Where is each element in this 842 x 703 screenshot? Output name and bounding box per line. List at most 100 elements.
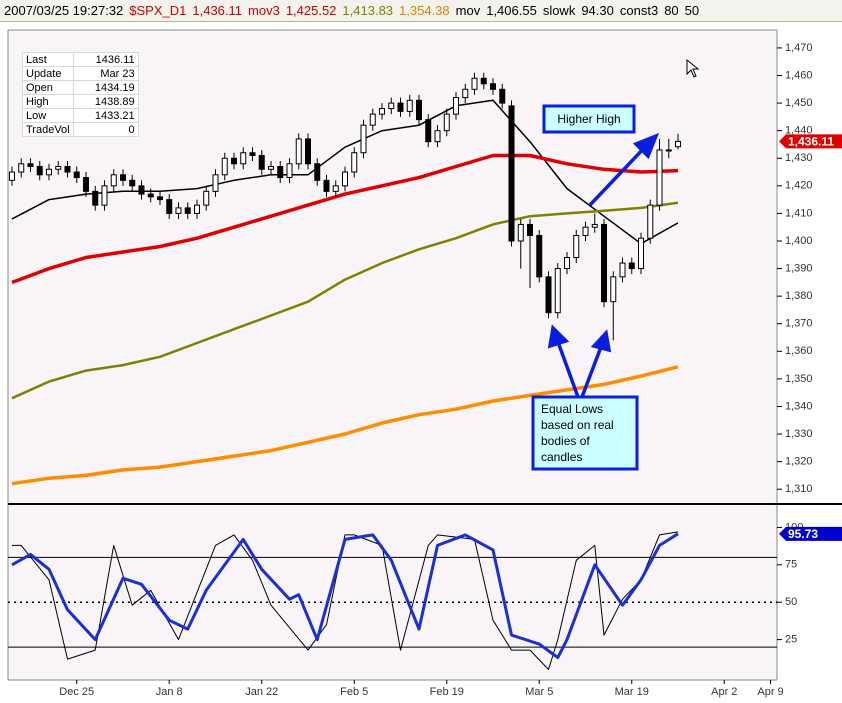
candle-body [425, 119, 432, 143]
layers: 1,310 1,320 1,330 1,340 1,350 1,360 1,370 1,380… [8, 42, 842, 698]
annotation-box [531, 395, 639, 471]
candle-body [230, 157, 237, 165]
x-tick-label: Mar 5 [525, 686, 553, 698]
header-text: mov [455, 3, 481, 18]
badge-label: 95.73 [788, 527, 818, 541]
candle-body [351, 152, 358, 173]
candle-body [527, 223, 534, 236]
candle-body [18, 163, 25, 173]
badge-shape [779, 134, 842, 149]
value-badge: 1,436.11 [779, 134, 842, 149]
header-text: 1,413.83 [342, 3, 394, 18]
candle-body [406, 99, 413, 112]
annotation-arrows [547, 132, 660, 398]
info-row: Open 1434.19 [22, 80, 139, 95]
y-tick-label: 25 [785, 634, 797, 646]
candle-body [8, 171, 15, 181]
candle-body [443, 113, 450, 132]
y-tick-label: 1,440 [785, 125, 813, 137]
candle-body [332, 185, 339, 192]
candle-body [323, 179, 330, 192]
candle-body [582, 226, 589, 236]
info-label: Low [22, 108, 74, 123]
y-tick-label: 1,370 [785, 318, 813, 330]
x-tick-label: Dec 25 [59, 686, 94, 698]
header-text: 94.30 [581, 3, 614, 18]
candle-body [480, 77, 487, 85]
y-tick-label: 1,390 [785, 262, 813, 274]
candle-body [499, 88, 506, 104]
candle-body [129, 179, 136, 187]
candle-body [675, 140, 682, 148]
arrow [556, 341, 580, 398]
x-tick-label: Apr 2 [711, 686, 737, 698]
candle-body [92, 190, 99, 206]
candle-body [203, 190, 210, 206]
candle-body [184, 207, 191, 214]
header-text: $SPX_D1 [129, 3, 187, 18]
candle-body [554, 268, 561, 314]
candle-body [564, 257, 571, 270]
candle-body [45, 168, 52, 176]
candle-body [462, 88, 469, 99]
x-tick-label: Jan 8 [156, 686, 183, 698]
info-value: Mar 23 [72, 66, 139, 81]
x-tick-label: Feb 19 [430, 686, 464, 698]
candle-body [277, 166, 284, 179]
annotation-text: based on real [541, 418, 614, 432]
x-tick-label: Jan 22 [245, 686, 278, 698]
arrow [580, 346, 603, 398]
info-row: Last 1436.11 [22, 52, 139, 67]
candle-body [610, 276, 617, 303]
y-tick-label: 1,380 [785, 290, 813, 302]
candle-body [388, 102, 395, 110]
info-row: Low 1433.21 [22, 108, 139, 123]
candle-body [314, 163, 321, 181]
candle-body [517, 223, 524, 242]
y-tick-label: 1,400 [785, 235, 813, 247]
candle-body [258, 154, 265, 170]
badge-label: 1,436.11 [788, 135, 834, 149]
candle-body [369, 113, 376, 126]
y-tick-label: 1,410 [785, 207, 813, 219]
arrow-head [547, 324, 570, 349]
candle-body [55, 166, 62, 170]
info-value: 1434.19 [72, 80, 139, 95]
line [11, 153, 679, 285]
candle-body [341, 171, 348, 187]
y-tick-label: 1,420 [785, 180, 813, 192]
candle-body [379, 108, 386, 115]
candle-body [212, 174, 219, 192]
candle-body [545, 276, 552, 314]
candle-body [453, 97, 460, 115]
candle-body [638, 237, 645, 270]
line [11, 365, 679, 486]
candle-body [73, 171, 80, 179]
candle-body [591, 223, 598, 228]
info-row: High 1438.89 [22, 94, 139, 109]
candle-body [193, 204, 200, 214]
x-tick-label: Feb 5 [340, 686, 368, 698]
arrow-head [632, 132, 660, 160]
candle-body [665, 149, 672, 152]
header-text: 1,425.52 [285, 3, 337, 18]
header-text: 1,354.38 [399, 3, 450, 18]
line [12, 531, 679, 670]
header-text: 1,406.55 [486, 3, 537, 18]
y-tick-label: 1,350 [785, 373, 813, 385]
y-tick-label: 1,330 [785, 428, 813, 440]
candle-body [82, 177, 89, 192]
header-text: 50 [684, 3, 700, 18]
info-value: 0 [72, 122, 139, 137]
candle-body [166, 199, 173, 214]
candle-body [175, 207, 182, 214]
info-label: Open [22, 80, 74, 95]
candle-body [647, 204, 654, 239]
info-value: 1438.89 [72, 94, 139, 109]
candle-body [36, 166, 43, 176]
info-row: TradeVol 0 [22, 122, 139, 137]
candle-body [573, 234, 580, 259]
candle-body [286, 163, 293, 179]
annotation-text: candles [541, 450, 582, 464]
